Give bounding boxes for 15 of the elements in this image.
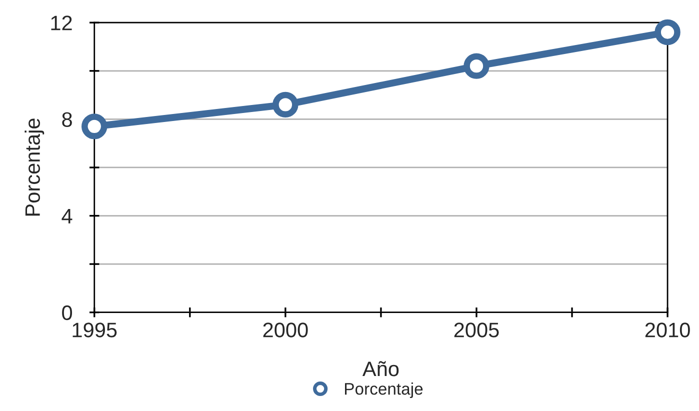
y-tick-label: 8	[62, 112, 72, 127]
x-axis-title: Año	[362, 361, 399, 376]
point	[82, 114, 108, 140]
legend-label: Porcentaje	[345, 382, 423, 398]
point	[464, 53, 490, 79]
x-tick-label: 2000	[263, 322, 308, 338]
point	[654, 19, 680, 46]
x-tick-label: 2010	[645, 322, 690, 338]
y-axis-title: Porcentaje	[24, 118, 44, 216]
point	[272, 92, 298, 118]
x-tick-label: 1995	[72, 322, 117, 338]
y-tick-label: 12	[51, 16, 72, 30]
y-tick-label: 4	[62, 208, 72, 224]
x-tick-label: 2005	[454, 322, 499, 338]
y-tick-label: 0	[62, 305, 72, 320]
